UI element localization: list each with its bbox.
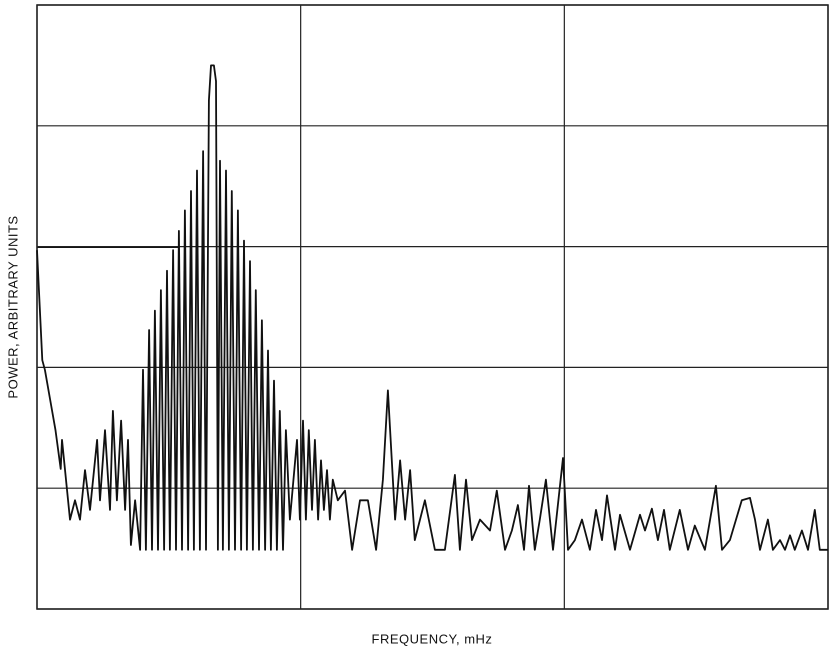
spectrum-line [36,64,828,551]
plot-frame [36,4,829,610]
y-axis-label: POWER, ARBITRARY UNITS [5,215,20,398]
x-axis-label: FREQUENCY, mHz [372,631,493,646]
